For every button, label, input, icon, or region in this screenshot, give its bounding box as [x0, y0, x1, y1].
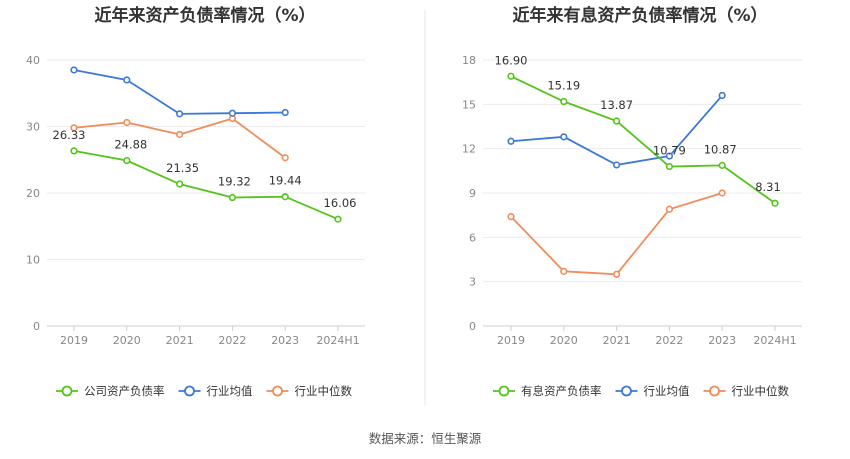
y-tick-label: 0 — [33, 320, 40, 333]
series-line-2 — [73, 69, 286, 115]
series-line-3 — [510, 192, 723, 276]
y-tick-label: 18 — [462, 54, 476, 67]
y-tick-label: 30 — [26, 121, 40, 134]
data-label: 10.79 — [653, 144, 686, 158]
legend-swatch-marker — [184, 385, 195, 397]
data-point — [334, 215, 342, 223]
data-label: 10.87 — [704, 142, 737, 156]
legend-item-2: 行业均值 — [178, 384, 253, 398]
data-point — [507, 137, 515, 145]
data-label: 13.87 — [600, 98, 633, 112]
data-point — [560, 267, 568, 275]
x-tick-label: 2024H1 — [316, 334, 359, 347]
x-tick-label: 2022 — [655, 334, 683, 347]
y-tick-label: 9 — [469, 187, 476, 200]
legend-swatch-marker — [272, 385, 283, 397]
data-label: 24.88 — [114, 138, 147, 152]
data-point — [560, 133, 568, 141]
data-point — [176, 180, 184, 188]
series-line-1 — [510, 75, 776, 204]
data-point — [70, 66, 78, 74]
y-tick-label: 15 — [462, 98, 476, 111]
legend-item-3: 行业中位数 — [703, 384, 790, 398]
y-tick-label: 20 — [26, 187, 40, 200]
data-point — [718, 189, 726, 197]
data-point — [228, 193, 236, 202]
data-label: 16.06 — [324, 196, 357, 210]
data-point — [771, 199, 779, 207]
legend-label: 行业中位数 — [732, 384, 790, 398]
data-point — [665, 152, 674, 160]
legend-item-1: 公司资产负债率 — [56, 384, 165, 398]
data-point — [70, 147, 78, 155]
legend-swatch-marker — [621, 385, 632, 397]
y-tick-label: 6 — [469, 231, 476, 244]
y-tick-label: 12 — [462, 143, 476, 156]
data-point — [718, 91, 726, 100]
legend-swatch-marker — [61, 385, 73, 397]
legend-item-3: 行业中位数 — [266, 384, 353, 398]
x-tick-label: 2019 — [497, 334, 525, 347]
x-tick-label: 2020 — [113, 334, 141, 347]
legend-label: 行业均值 — [207, 384, 253, 398]
data-point — [176, 110, 184, 118]
legend-label: 公司资产负债率 — [84, 384, 165, 398]
legend-label: 行业均值 — [644, 384, 690, 398]
x-tick-label: 2023 — [708, 334, 736, 347]
data-point — [228, 109, 236, 117]
x-tick-label: 2020 — [550, 334, 578, 347]
data-point — [612, 270, 621, 278]
data-point — [560, 97, 568, 106]
x-tick-label: 2019 — [60, 334, 88, 347]
x-tick-label: 2021 — [603, 334, 631, 347]
data-label: 19.44 — [269, 174, 302, 188]
x-tick-label: 2023 — [271, 334, 299, 347]
data-point — [665, 162, 674, 171]
legend-swatch-marker — [498, 385, 510, 397]
data-label: 8.31 — [755, 180, 781, 194]
data-point — [281, 108, 289, 117]
y-tick-label: 0 — [469, 320, 476, 333]
data-label: 15.19 — [547, 79, 580, 93]
series-line-1 — [73, 150, 339, 221]
chart-title: 近年来资产负债率情况（%） — [94, 5, 315, 26]
y-tick-label: 10 — [26, 254, 40, 267]
data-label: 16.90 — [495, 53, 528, 67]
series-line-3 — [73, 117, 286, 159]
data-point — [281, 193, 289, 201]
data-point — [123, 76, 131, 84]
data-point — [665, 205, 674, 213]
legend-swatch-marker — [709, 385, 720, 397]
legend-label: 行业中位数 — [295, 384, 353, 398]
legend-label: 有息资产负债率 — [521, 384, 602, 398]
data-point — [123, 118, 131, 127]
data-point — [718, 161, 726, 169]
y-tick-label: 40 — [26, 54, 40, 67]
chart-panel-2: 近年来有息资产负债率情况（%） 0 3 6 9 12 15 18 2019 2020 2021 202… — [462, 5, 802, 398]
data-label: 21.35 — [166, 161, 199, 175]
x-tick-label: 2021 — [166, 334, 194, 347]
data-point — [70, 124, 78, 132]
legend-item-1: 有息资产负债率 — [493, 384, 602, 398]
data-point — [612, 117, 621, 125]
source-note: 数据来源：恒生聚源 — [369, 431, 482, 446]
x-tick-label: 2022 — [218, 334, 246, 347]
x-tick-label: 2024H1 — [753, 334, 796, 347]
data-point — [507, 72, 515, 80]
chart-title: 近年来有息资产负债率情况（%） — [512, 5, 767, 26]
chart-panel-1: 近年来资产负债率情况（%） 0 10 20 30 40 2019 2020 2021 2022 20… — [26, 5, 365, 398]
data-point — [176, 130, 184, 139]
legend-item-2: 行业均值 — [615, 384, 690, 398]
data-point — [507, 213, 515, 221]
data-point — [612, 161, 621, 169]
data-label: 26.33 — [53, 128, 86, 142]
data-point — [281, 154, 289, 162]
y-tick-label: 3 — [469, 276, 476, 289]
data-point — [123, 156, 131, 165]
data-label: 19.32 — [218, 175, 251, 189]
